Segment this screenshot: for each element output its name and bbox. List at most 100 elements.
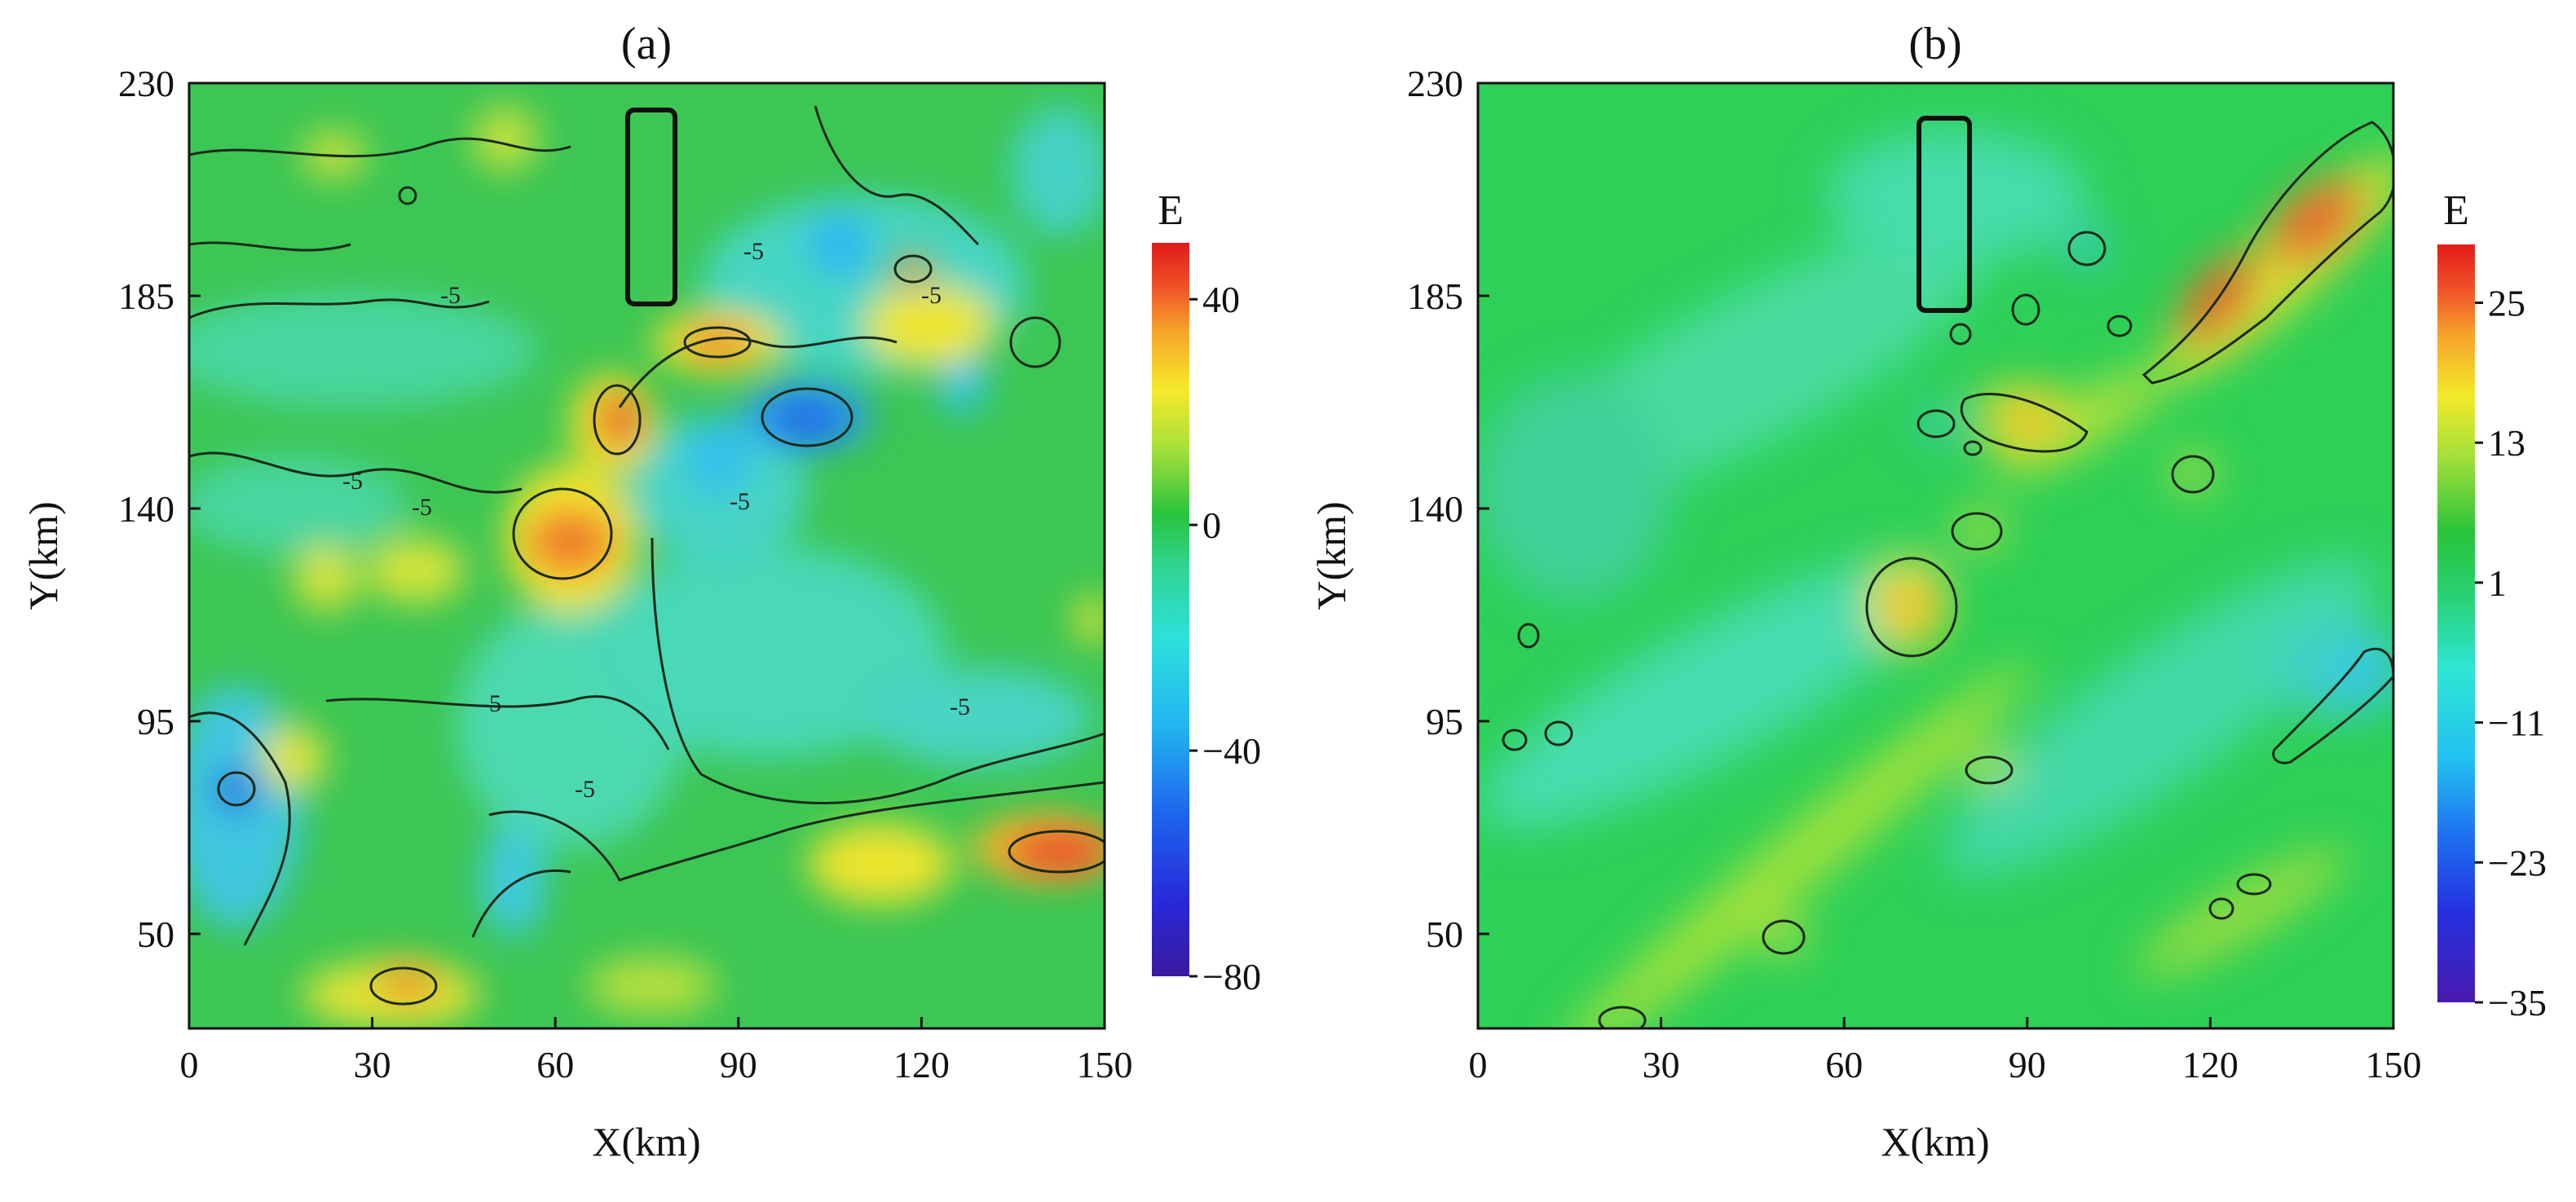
contour-line bbox=[618, 336, 898, 408]
contour-line bbox=[1008, 830, 1105, 874]
positive-belt bbox=[2135, 848, 2349, 978]
contour-line bbox=[2208, 897, 2234, 920]
colorbar-tick-label: 0 bbox=[1202, 504, 1221, 546]
panel-a-colorbar bbox=[1152, 243, 1189, 976]
panel-a-colorbar-ticks: 40 0 −40 −80 bbox=[1189, 279, 1261, 997]
panel-b-y-axis-label: Y(km) bbox=[1308, 501, 1354, 610]
contour-line bbox=[217, 771, 256, 807]
colorbar-tick-label: −35 bbox=[2488, 982, 2547, 1024]
contour-line bbox=[325, 695, 670, 751]
contour-line bbox=[1502, 729, 1528, 751]
x-tick-label: 0 bbox=[1469, 1044, 1488, 1085]
contour-line bbox=[2011, 293, 2040, 326]
panel-b-title: (b) bbox=[1908, 19, 1961, 69]
y-tick-label: 140 bbox=[1407, 488, 1463, 530]
panel-a-y-axis-label: Y(km) bbox=[20, 501, 66, 610]
positive-anomaly-core bbox=[530, 513, 611, 570]
positive-anomaly bbox=[367, 538, 465, 603]
contour-line bbox=[1009, 316, 1061, 368]
positive-anomaly bbox=[261, 725, 326, 790]
contour-line bbox=[1963, 440, 1983, 456]
positive-anomaly bbox=[1966, 751, 2012, 781]
panel-a-y-ticks: 50 95 140 185 230 bbox=[118, 63, 201, 955]
colorbar-tick-label: 25 bbox=[2488, 283, 2525, 324]
contour-line bbox=[2236, 873, 2272, 896]
contour-line bbox=[471, 870, 571, 938]
contour-line bbox=[398, 186, 417, 205]
contour-line bbox=[488, 781, 1105, 882]
positive-anomaly-core bbox=[2007, 407, 2053, 433]
negative-anomaly bbox=[2067, 231, 2107, 266]
x-tick-label: 0 bbox=[180, 1044, 199, 1085]
contour-label: -5 bbox=[921, 282, 942, 309]
contour-label: -5 bbox=[743, 238, 764, 265]
panel-a-contour-labels: -5 -5 -5 -5 -5 -5 -5 -5 -5 bbox=[342, 238, 970, 803]
positive-anomaly bbox=[1076, 595, 1105, 644]
field-region bbox=[481, 823, 546, 937]
contour-line bbox=[189, 451, 523, 494]
contour-line bbox=[593, 384, 642, 456]
x-tick-label: 120 bbox=[2182, 1044, 2239, 1085]
negative-anomaly-core bbox=[774, 403, 840, 436]
contour-line bbox=[189, 241, 351, 252]
contour-label: -5 bbox=[412, 494, 432, 521]
contour-line bbox=[1865, 557, 1958, 658]
y-tick-label: 185 bbox=[1407, 275, 1463, 317]
field-region bbox=[1826, 130, 2087, 261]
contour-line bbox=[1762, 919, 1806, 955]
panel-b-plot bbox=[1478, 83, 2393, 1028]
x-tick-label: 30 bbox=[354, 1044, 391, 1085]
panel-b-colorbar bbox=[2437, 244, 2475, 1002]
positive-anomaly bbox=[587, 958, 717, 1015]
panel-b-colorbar-ticks: 25 13 1 −11 −23 −35 bbox=[2475, 283, 2547, 1024]
y-tick-label: 185 bbox=[118, 275, 174, 317]
colorbar-tick-label: 13 bbox=[2488, 422, 2525, 464]
field-region bbox=[1479, 557, 1945, 829]
x-tick-label: 60 bbox=[1825, 1044, 1863, 1085]
positive-anomaly bbox=[293, 546, 359, 611]
contour-line bbox=[1517, 623, 1540, 649]
field-region bbox=[587, 546, 946, 758]
panel-a-colorbar-title: E bbox=[1158, 187, 1184, 234]
y-tick-label: 95 bbox=[1426, 701, 1463, 742]
panel-b-y-ticks: 50 95 140 185 230 bbox=[1407, 63, 1489, 955]
panel-b-frame bbox=[1476, 81, 2395, 1030]
contour-line bbox=[651, 537, 1105, 804]
positive-belt bbox=[1555, 663, 2031, 1028]
contour-line bbox=[1960, 393, 2089, 453]
contour-line bbox=[814, 105, 980, 246]
x-tick-label: 60 bbox=[536, 1044, 574, 1085]
y-tick-label: 50 bbox=[137, 914, 174, 955]
x-tick-label: 150 bbox=[1077, 1044, 1133, 1085]
positive-anomaly-core bbox=[2274, 183, 2356, 257]
panel-b: (b) bbox=[1308, 19, 2547, 1165]
contour-line bbox=[761, 387, 854, 447]
panel-a: (a) bbox=[20, 19, 1261, 1165]
contour-line bbox=[2171, 455, 2215, 494]
colorbar-tick-label: −23 bbox=[2488, 842, 2547, 883]
y-tick-label: 230 bbox=[1407, 63, 1463, 104]
x-tick-label: 150 bbox=[2366, 1044, 2422, 1085]
contour-label: -5 bbox=[730, 488, 750, 515]
colorbar-tick-label: −80 bbox=[1202, 956, 1261, 997]
panel-a-frame bbox=[187, 81, 1106, 1030]
contour-line bbox=[189, 711, 291, 946]
colorbar-tick-label: 1 bbox=[2488, 562, 2507, 604]
panel-a-title: (a) bbox=[621, 19, 672, 69]
panel-a-x-axis-label: X(km) bbox=[592, 1119, 700, 1165]
field-region bbox=[1943, 558, 2378, 876]
contour-line bbox=[512, 487, 613, 580]
panel-a-x-ticks: 0 30 60 90 120 150 bbox=[180, 1017, 1133, 1085]
x-tick-label: 30 bbox=[1643, 1044, 1680, 1085]
positive-anomaly bbox=[1765, 921, 1806, 953]
colorbar-tick-label: −11 bbox=[2488, 702, 2545, 744]
x-tick-label: 90 bbox=[720, 1044, 757, 1085]
panel-b-x-ticks: 0 30 60 90 120 150 bbox=[1469, 1017, 2422, 1085]
positive-anomaly-core bbox=[1011, 834, 1105, 870]
y-tick-label: 50 bbox=[1426, 914, 1463, 955]
field-region bbox=[1011, 106, 1105, 236]
panel-b-x-axis-label: X(km) bbox=[1881, 1119, 1989, 1165]
field-region bbox=[1478, 375, 1671, 603]
y-tick-label: 140 bbox=[118, 488, 174, 530]
highlight-box bbox=[625, 108, 677, 306]
